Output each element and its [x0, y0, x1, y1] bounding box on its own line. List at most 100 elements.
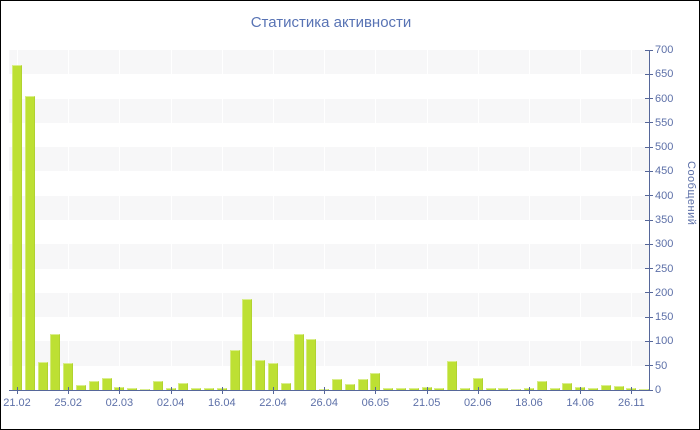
vertical-gridline [375, 50, 377, 390]
x-tick-mark [221, 387, 223, 394]
bar[interactable] [204, 388, 214, 390]
y-tick-mark [645, 122, 653, 124]
background-stripe [9, 292, 649, 318]
bar[interactable] [242, 299, 253, 390]
bar[interactable] [255, 360, 266, 390]
y-tick-label: 200 [655, 286, 674, 299]
x-tick-mark [426, 387, 428, 394]
x-tick-label: 22.04 [259, 397, 287, 409]
x-tick-label: 26.11 [618, 397, 645, 409]
x-tick-mark [580, 387, 582, 394]
vertical-gridline [324, 50, 326, 390]
vertical-gridline [580, 50, 582, 390]
bar[interactable] [472, 378, 483, 390]
bar[interactable] [191, 388, 202, 390]
x-tick-mark [273, 387, 274, 394]
y-tick-label: 50 [655, 359, 668, 372]
bar[interactable] [152, 381, 163, 390]
chart-title: Статистика активности [250, 14, 412, 31]
x-tick-mark [529, 387, 530, 394]
x-tick-label: 26.04 [310, 397, 338, 409]
y-tick-mark [645, 195, 653, 197]
vertical-gridline [170, 50, 172, 390]
y-tick-mark [645, 73, 653, 75]
y-tick-label: 550 [655, 116, 674, 129]
bar[interactable] [88, 381, 99, 390]
x-tick-label: 06.05 [361, 397, 390, 409]
bar[interactable] [293, 334, 304, 390]
y-tick-label: 500 [655, 141, 674, 154]
bar[interactable] [101, 378, 112, 390]
bar[interactable] [383, 388, 394, 390]
y-tick-mark [645, 268, 653, 270]
bar[interactable] [332, 379, 342, 390]
bar[interactable] [268, 363, 278, 390]
y-tick-label: 700 [655, 44, 674, 56]
x-tick-label: 21.02 [3, 397, 31, 409]
y-tick-label: 450 [655, 165, 674, 178]
plot-area [9, 50, 650, 391]
y-tick-mark [645, 146, 653, 148]
background-stripe [9, 195, 649, 220]
vertical-gridline [119, 50, 121, 390]
x-tick-label: 02.03 [105, 397, 134, 409]
x-tick-label: 25.02 [54, 397, 82, 409]
bar[interactable] [370, 373, 381, 390]
bar[interactable] [485, 388, 496, 390]
bar[interactable] [396, 388, 406, 390]
bar[interactable] [140, 389, 150, 390]
bar[interactable] [613, 386, 624, 390]
bar[interactable] [37, 362, 48, 390]
vertical-gridline [529, 50, 530, 390]
x-tick-mark [631, 387, 633, 394]
y-tick-mark [645, 316, 653, 318]
bar[interactable] [357, 379, 368, 390]
x-tick-mark [68, 387, 70, 394]
y-tick-mark [645, 170, 653, 172]
y-tick-label: 650 [655, 68, 674, 81]
bar[interactable] [306, 339, 317, 390]
bar[interactable] [76, 385, 86, 390]
bar[interactable] [498, 388, 509, 390]
bar[interactable] [434, 388, 445, 390]
vertical-gridline [221, 50, 223, 390]
y-axis-title: Сообщений [685, 161, 697, 226]
y-tick-label: 600 [655, 92, 674, 105]
y-tick-mark [645, 389, 653, 391]
x-tick-mark [375, 387, 377, 394]
bar[interactable] [511, 389, 522, 390]
vertical-gridline [631, 50, 633, 390]
bar[interactable] [536, 381, 547, 390]
bar[interactable] [447, 361, 458, 390]
bar[interactable] [344, 384, 355, 390]
bar[interactable] [562, 383, 573, 390]
y-tick-mark [645, 292, 653, 294]
bar[interactable] [229, 350, 240, 390]
bar[interactable] [63, 363, 74, 390]
bar[interactable] [178, 383, 189, 390]
x-tick-mark [477, 387, 479, 394]
background-stripe [9, 341, 649, 366]
background-stripe [9, 244, 649, 269]
bar[interactable] [408, 388, 419, 390]
bar[interactable] [127, 388, 138, 390]
y-tick-label: 0 [655, 384, 662, 396]
bar[interactable] [588, 388, 598, 390]
bar[interactable] [12, 65, 22, 390]
x-tick-mark [17, 387, 18, 394]
vertical-gridline [273, 50, 274, 390]
bar[interactable] [549, 388, 560, 390]
x-tick-label: 21.05 [412, 397, 441, 409]
bar[interactable] [50, 334, 61, 390]
y-tick-label: 150 [655, 311, 674, 324]
background-stripe [9, 98, 649, 123]
bar[interactable] [24, 96, 35, 390]
y-tick-mark [645, 340, 653, 342]
bar[interactable] [460, 388, 470, 390]
background-stripe [9, 147, 649, 172]
bar[interactable] [280, 383, 291, 390]
y-tick-mark [645, 98, 653, 100]
x-tick-label: 16.04 [208, 397, 236, 409]
bar[interactable] [600, 385, 611, 390]
y-tick-mark [645, 219, 653, 221]
